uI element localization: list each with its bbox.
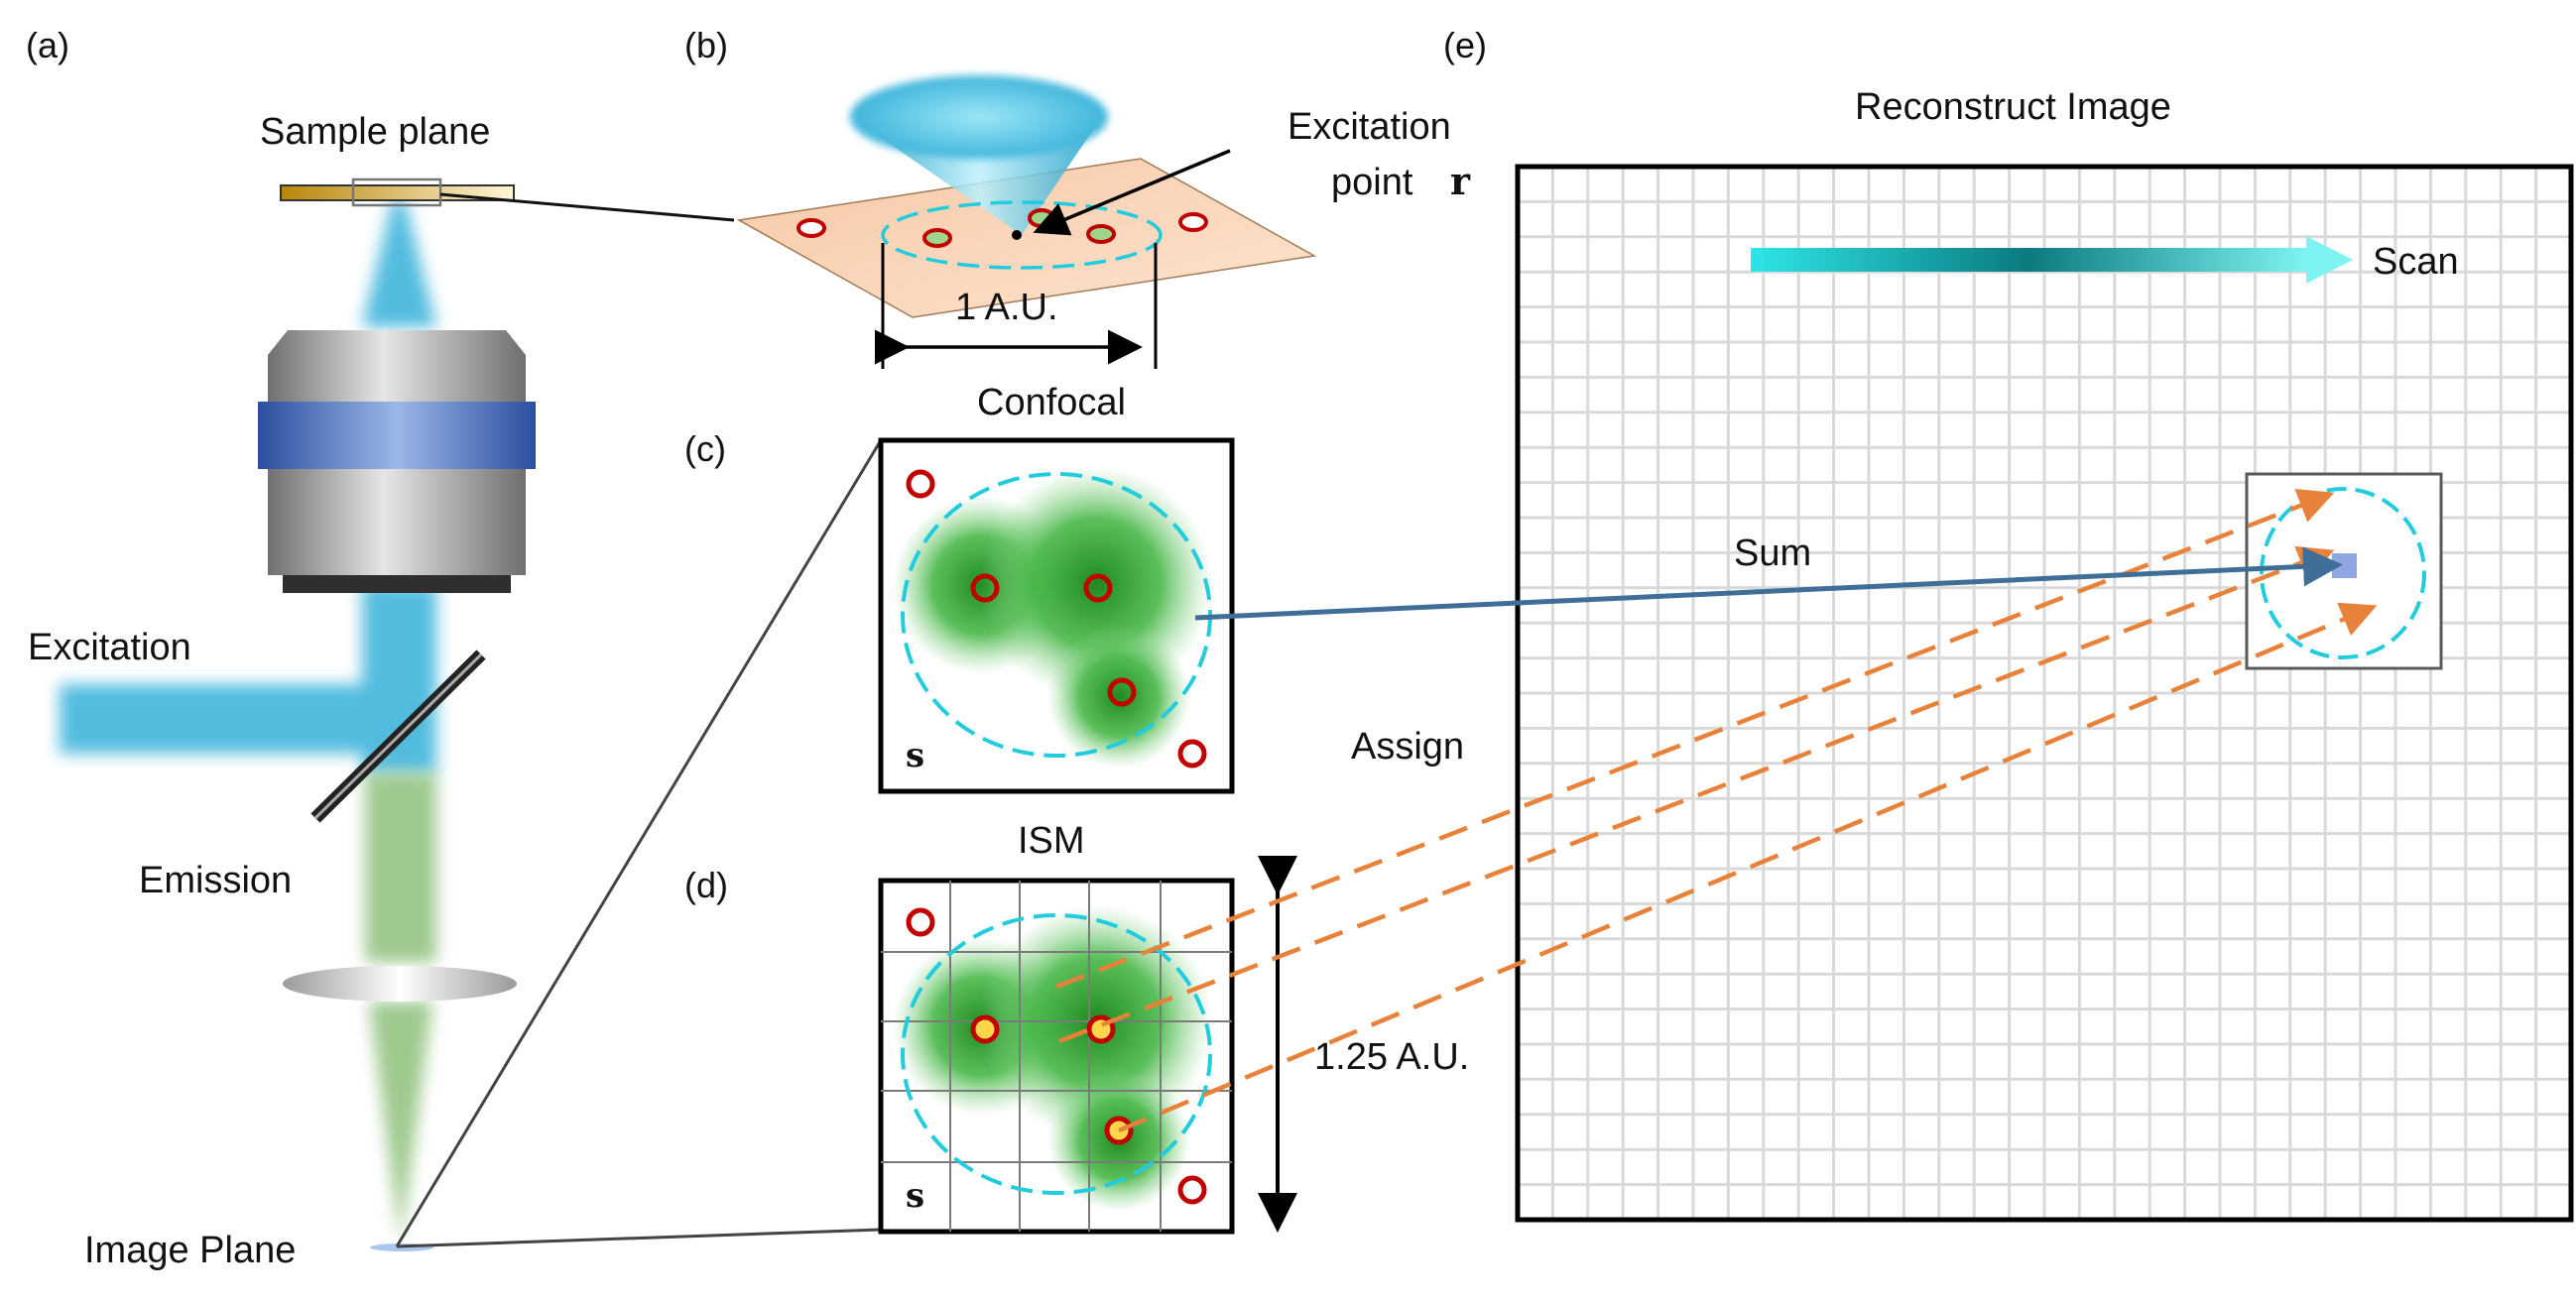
confocal-psf-blobs [893, 466, 1213, 769]
panel-label-d: (d) [684, 865, 728, 905]
panel-c-confocal: (c) Confocal s [684, 382, 1235, 794]
fluorophore-markers-c [906, 469, 1207, 769]
assign-arrows [1055, 488, 2378, 1133]
confocal-label: Confocal [977, 382, 1126, 423]
excitation-beam [60, 198, 436, 773]
sample-plane-label: Sample plane [260, 111, 490, 153]
zoom-line-c [395, 439, 883, 1247]
objective-lens [258, 330, 536, 593]
panel-e-reconstruct: (e) Reconstruct Image Scan Sum Assign [1351, 25, 2574, 1223]
sample-inset-box [351, 178, 442, 207]
detector-size-label: 1.25 A.U. [1314, 1036, 1469, 1078]
zoom-line-b [439, 192, 735, 222]
excitation-point-label-1: Excitation [1288, 106, 1451, 148]
detector-symbol-c: s [906, 736, 924, 775]
scan-arrow-shaft [1751, 248, 2306, 272]
panel-b-excitation: (b) Excitation point r 1 A.U. [684, 25, 1471, 369]
excitation-point-arrow [1033, 149, 1231, 236]
detector-array-grid [881, 881, 1232, 1232]
target-ring [2260, 487, 2426, 659]
sum-label: Sum [1734, 533, 1811, 574]
airy-ring [881, 200, 1163, 270]
fluorophore-markers-d [906, 907, 1207, 1205]
detector-symbol-d: s [906, 1176, 924, 1216]
tube-lens [283, 966, 517, 1002]
excitation-point-label-2: point [1331, 162, 1413, 203]
excitation-point-symbol: r [1450, 159, 1471, 203]
emission-beam [365, 773, 436, 1244]
scan-label: Scan [2373, 241, 2459, 283]
emission-label: Emission [139, 860, 292, 901]
assign-arrow-1 [1055, 488, 2335, 990]
zoom-line-d [396, 1228, 882, 1248]
panel-label-a: (a) [26, 25, 69, 65]
panel-label-c: (c) [684, 428, 726, 469]
ism-label: ISM [1018, 820, 1085, 862]
image-plane-label: Image Plane [84, 1230, 296, 1271]
reconstruct-grid [1518, 167, 2571, 1220]
panel-label-b: (b) [684, 25, 728, 65]
reconstruct-frame [1515, 164, 2574, 1223]
sum-arrow [1194, 546, 2343, 621]
panel-label-e: (e) [1443, 25, 1487, 65]
reconstructed-pixel [2332, 553, 2357, 578]
assign-label: Assign [1351, 726, 1464, 768]
panel-d-ism: (d) ISM s 1.25 A.U. [684, 820, 1469, 1235]
scan-arrow-head [2306, 236, 2353, 284]
au-label: 1 A.U. [955, 287, 1058, 328]
reconstruct-title: Reconstruct Image [1855, 86, 2171, 128]
panel-a-microscope: (a) Sample plane Excitation [26, 25, 883, 1271]
excitation-point [1012, 230, 1022, 240]
ism-pinhole-ring [901, 913, 1212, 1195]
excitation-label: Excitation [28, 627, 191, 668]
